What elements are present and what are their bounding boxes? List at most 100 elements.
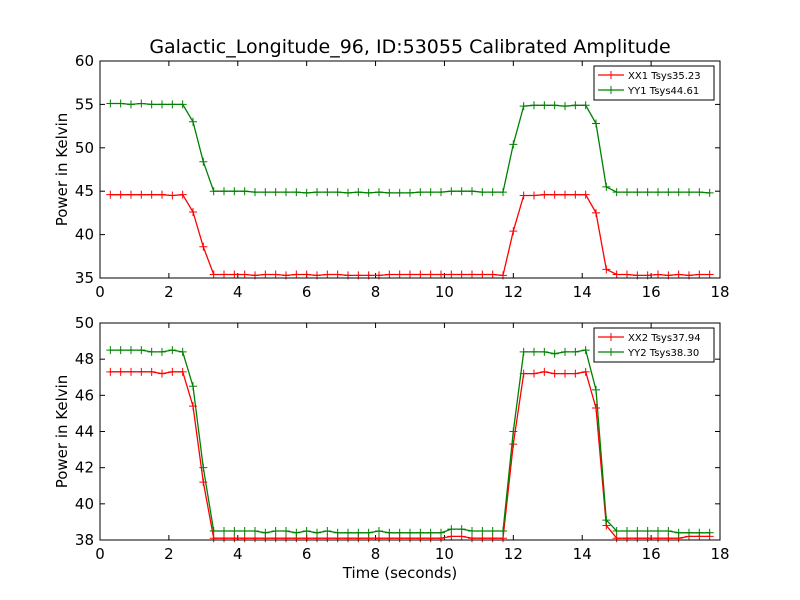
data-point <box>189 117 197 126</box>
data-point <box>468 270 476 279</box>
data-point <box>612 188 621 197</box>
data-point <box>282 188 290 197</box>
data-point <box>478 188 487 197</box>
data-point <box>178 190 187 199</box>
data-point <box>540 347 549 356</box>
data-point <box>240 270 249 279</box>
x-tick-label: 8 <box>371 545 381 563</box>
data-point <box>137 346 146 355</box>
data-point <box>209 534 218 543</box>
y-tick-label: 42 <box>75 459 94 477</box>
data-point <box>271 188 280 197</box>
data-point <box>468 526 476 535</box>
data-point <box>406 270 414 279</box>
data-point <box>571 190 580 199</box>
data-point <box>571 101 580 110</box>
plot-frame <box>99 60 721 279</box>
data-point <box>426 270 435 279</box>
data-point <box>695 528 704 537</box>
x-tick-label: 18 <box>710 283 729 301</box>
data-point <box>168 367 177 376</box>
x-tick-label: 12 <box>504 545 523 563</box>
data-point <box>540 367 549 376</box>
data-point <box>116 367 125 376</box>
data-point <box>592 385 600 394</box>
data-point <box>530 369 538 378</box>
series-markers-1 <box>106 190 714 280</box>
data-point <box>147 367 156 376</box>
data-point <box>313 528 321 537</box>
data-point <box>251 526 259 535</box>
data-point <box>674 188 683 197</box>
data-point <box>416 270 425 279</box>
data-point <box>457 187 466 196</box>
data-point <box>240 534 249 543</box>
data-point <box>199 463 208 472</box>
legend-box <box>593 65 715 101</box>
data-point <box>158 369 166 378</box>
data-point <box>354 528 363 537</box>
data-point <box>158 347 166 356</box>
data-point <box>209 187 218 196</box>
x-tick-label: 2 <box>164 283 174 301</box>
data-point <box>623 526 631 535</box>
x-tick-label: 18 <box>710 545 729 563</box>
data-point <box>323 534 332 543</box>
y-tick-label: 40 <box>75 495 94 513</box>
data-point <box>158 190 166 199</box>
legend-marker-1 <box>607 333 615 341</box>
data-point <box>602 265 611 274</box>
data-point <box>426 528 435 537</box>
legend-box <box>593 327 715 363</box>
data-point <box>509 427 518 436</box>
data-point <box>395 270 404 279</box>
legend-marker-2 <box>607 348 615 356</box>
y-tick-label: 45 <box>75 182 94 200</box>
data-point <box>282 526 290 535</box>
data-point <box>561 347 569 356</box>
data-point <box>230 534 239 543</box>
data-point <box>158 100 166 109</box>
plot-1: 0 2 4 6 8 10 12 14 16 18 35 40 45 50 55 60 Power in Kelv… <box>53 52 730 301</box>
data-point <box>581 101 590 110</box>
data-point <box>333 270 342 279</box>
data-point <box>581 190 590 199</box>
data-point <box>488 534 497 543</box>
data-point <box>447 525 456 534</box>
data-point <box>705 528 714 537</box>
data-point <box>571 347 580 356</box>
data-point <box>561 102 569 111</box>
data-point <box>116 99 125 108</box>
x-tick-label: 16 <box>642 283 661 301</box>
x-tick-label: 6 <box>302 545 312 563</box>
x-tick-label: 0 <box>95 545 105 563</box>
x-tick-label: 2 <box>164 545 174 563</box>
data-point <box>364 528 373 537</box>
data-point <box>695 270 704 279</box>
data-point <box>106 190 115 199</box>
data-point <box>137 367 146 376</box>
data-point <box>478 534 487 543</box>
y-tick-label: 50 <box>75 139 94 157</box>
x-tick-label: 0 <box>95 283 105 301</box>
data-point <box>540 101 549 110</box>
data-point <box>220 187 228 196</box>
data-point <box>168 346 177 355</box>
data-point <box>519 191 528 200</box>
data-point <box>426 188 435 197</box>
data-point <box>147 347 156 356</box>
data-point <box>447 187 456 196</box>
data-point <box>447 532 456 541</box>
y-tick-label: 35 <box>75 269 94 287</box>
legend: XX2 Tsys37.94 YY2 Tsys38.30 <box>593 327 715 363</box>
data-point <box>437 188 445 197</box>
data-point <box>116 346 125 355</box>
data-point <box>271 270 280 279</box>
data-point <box>375 188 383 197</box>
chart-title: Galactic_Longitude_96, ID:53055 Calibrat… <box>149 36 670 58</box>
data-point <box>313 188 321 197</box>
data-point <box>323 526 332 535</box>
data-point <box>127 190 135 199</box>
data-point <box>633 188 642 197</box>
y-tick-label: 40 <box>75 226 94 244</box>
